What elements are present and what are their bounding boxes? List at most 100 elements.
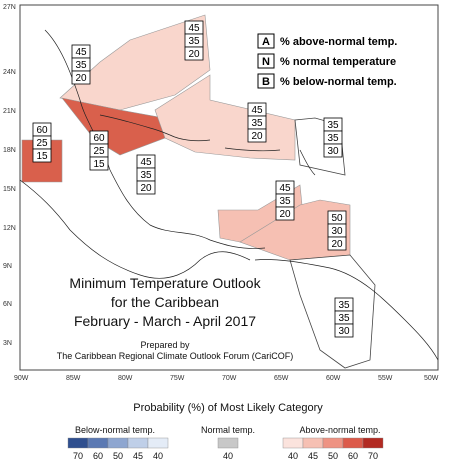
coastlines xyxy=(19,29,439,361)
legend-n-label: % normal temperature xyxy=(280,56,396,68)
region-value-text: 45 xyxy=(188,23,200,34)
lat-tick: 21N xyxy=(3,108,16,115)
region-value-text: 45 xyxy=(75,47,87,58)
region-value-text: 60 xyxy=(93,133,105,144)
region-box-central-america-west: 60 25 15 xyxy=(32,122,52,163)
lat-tick: 3N xyxy=(3,340,12,347)
forum-name: The Caribbean Regional Climate Outlook F… xyxy=(57,351,294,361)
below-normal-swatch xyxy=(147,437,169,449)
below-normal-swatch xyxy=(87,437,109,449)
region-value-cell xyxy=(136,180,156,195)
region-value-text: 25 xyxy=(93,146,105,157)
below-normal-swatch xyxy=(127,437,149,449)
region-value-text: 20 xyxy=(279,209,291,220)
legend-b-label: % below-normal temp. xyxy=(280,76,397,88)
region-box-jamaica-haiti: 45 35 20 xyxy=(136,154,156,195)
region-value-cell xyxy=(89,156,109,171)
above-normal-value: 45 xyxy=(308,451,318,461)
region-box-leeward: 35 35 30 xyxy=(323,117,343,158)
region-box-trinidad-guyana: 50 30 20 xyxy=(327,210,347,251)
region-value-text: 60 xyxy=(36,125,48,136)
region-value-text: 35 xyxy=(75,60,87,71)
region-value-text: 35 xyxy=(140,170,152,181)
region-value-text: 15 xyxy=(93,159,105,170)
lon-tick: 50W xyxy=(424,375,439,382)
region-value-text: 50 xyxy=(331,213,343,224)
region-value-text: 35 xyxy=(188,36,200,47)
above-normal-swatch xyxy=(362,437,384,449)
colorbar-swatches: 70 60 50 45 40 40 40 45 50 60 70 xyxy=(67,437,384,461)
probability-colorbar: Probability (%) of Most Likely Category … xyxy=(67,402,384,461)
below-normal-value: 60 xyxy=(93,451,103,461)
region-value-text: 45 xyxy=(140,157,152,168)
region-value-cell xyxy=(71,70,91,85)
region-value-cell xyxy=(327,236,347,251)
normal-value: 40 xyxy=(223,451,233,461)
legend-n-box xyxy=(257,53,275,69)
lon-tick: 75W xyxy=(170,375,185,382)
legend-n-letter: N xyxy=(262,56,270,68)
above-normal-swatch xyxy=(302,437,324,449)
region-value-text: 35 xyxy=(327,133,339,144)
region-value-cell xyxy=(275,206,295,221)
title-line-3: February - March - April 2017 xyxy=(74,313,256,329)
region-box-belize: 45 35 20 xyxy=(71,44,91,85)
lat-tick: 12N xyxy=(3,225,16,232)
region-box-cuba-cayman: 60 25 15 xyxy=(89,130,109,171)
region-value-text: 20 xyxy=(188,49,200,60)
region-value-text: 35 xyxy=(338,300,350,311)
lat-tick: 27N xyxy=(3,4,16,11)
region-box-bahamas: 45 35 20 xyxy=(184,20,204,61)
prepared-by: Prepared by xyxy=(140,340,190,350)
above-normal-label: Above-normal temp. xyxy=(299,425,380,435)
below-normal-value: 70 xyxy=(73,451,83,461)
region-value-text: 20 xyxy=(251,131,263,142)
legend-b-box xyxy=(257,73,275,89)
latitude-axis: 27N 24N 21N 18N 15N 12N 9N 6N 3N xyxy=(3,4,16,347)
lon-tick: 85W xyxy=(66,375,81,382)
above-normal-value: 70 xyxy=(368,451,378,461)
below-normal-label: Below-normal temp. xyxy=(75,425,155,435)
legend-a-letter: A xyxy=(262,36,270,48)
lat-tick: 9N xyxy=(3,263,12,270)
above-normal-value: 50 xyxy=(328,451,338,461)
region-value-cell xyxy=(247,128,267,143)
below-normal-value: 40 xyxy=(153,451,163,461)
category-legend: A % above-normal temp. N % normal temper… xyxy=(257,33,397,89)
above-normal-value: 40 xyxy=(288,451,298,461)
above-normal-swatch xyxy=(322,437,344,449)
lat-tick: 18N xyxy=(3,147,16,154)
lat-tick: 24N xyxy=(3,69,16,76)
lon-tick: 90W xyxy=(14,375,29,382)
region-value-cell xyxy=(184,46,204,61)
region-box-windward: 45 35 20 xyxy=(275,180,295,221)
above-normal-swatch xyxy=(282,437,304,449)
above-normal-value: 60 xyxy=(348,451,358,461)
region-box-hispaniola-pr: 45 35 20 xyxy=(247,102,267,143)
legend-a-box xyxy=(257,33,275,49)
region-value-text: 30 xyxy=(331,226,343,237)
region-value-text: 20 xyxy=(331,239,343,250)
region-value-text: 45 xyxy=(251,105,263,116)
region-value-cell xyxy=(32,148,52,163)
region-value-cell xyxy=(323,143,343,158)
lon-tick: 55W xyxy=(378,375,393,382)
title-line-2: for the Caribbean xyxy=(111,294,219,310)
above-normal-swatch xyxy=(342,437,364,449)
normal-label: Normal temp. xyxy=(201,425,255,435)
region-bahamas xyxy=(59,14,211,111)
region-value-text: 30 xyxy=(338,326,350,337)
region-value-text: 35 xyxy=(251,118,263,129)
below-normal-value: 45 xyxy=(133,451,143,461)
longitude-axis: 90W 85W 80W 75W 70W 65W 60W 55W 50W xyxy=(14,375,439,382)
region-value-text: 30 xyxy=(327,146,339,157)
region-value-text: 35 xyxy=(338,313,350,324)
below-normal-swatch xyxy=(107,437,129,449)
region-value-text: 15 xyxy=(36,151,48,162)
legend-a-label: % above-normal temp. xyxy=(280,36,397,48)
region-value-cell xyxy=(334,323,354,338)
region-value-text: 20 xyxy=(140,183,152,194)
below-normal-value: 50 xyxy=(113,451,123,461)
lat-tick: 15N xyxy=(3,186,16,193)
